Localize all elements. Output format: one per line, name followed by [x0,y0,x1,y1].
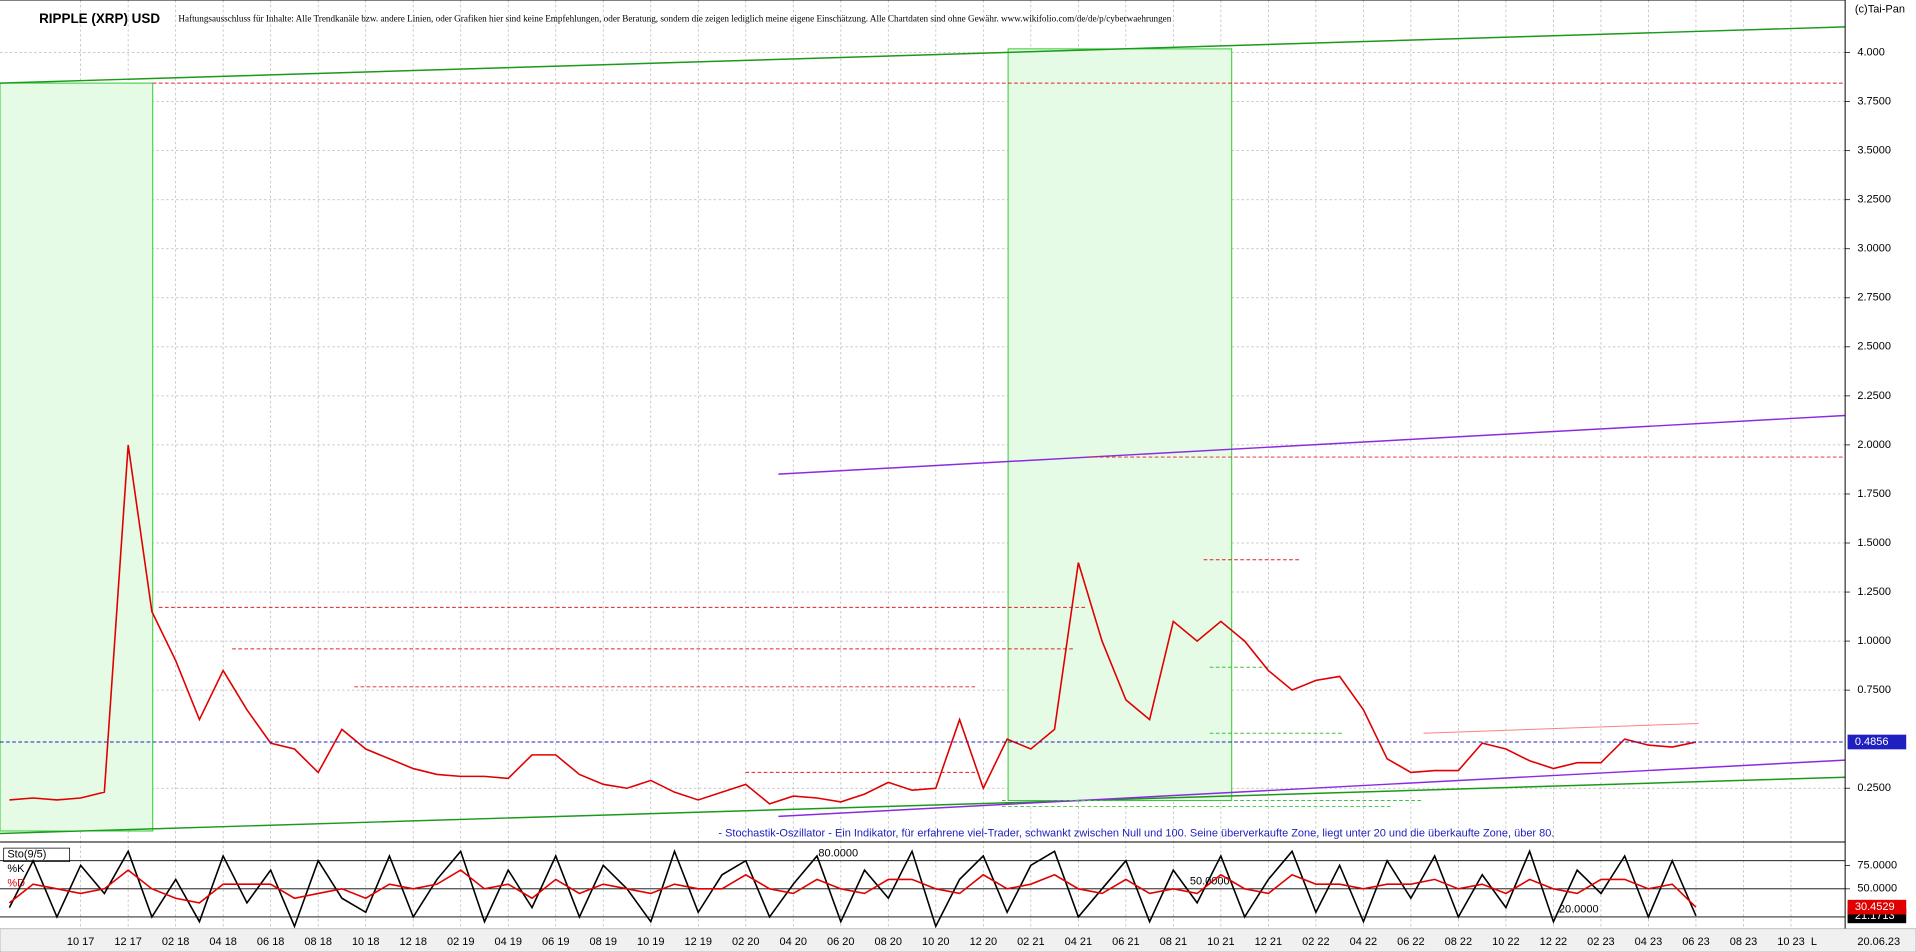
end-date: 20.06.23 [1857,936,1900,948]
x-tick-label: 04 19 [494,936,521,948]
copyright: (c)Tai-Pan [1855,4,1905,16]
y-tick-label: 0.7500 [1857,684,1891,696]
current-value-box [1847,899,1907,915]
x-tick-label: 08 22 [1445,936,1472,948]
x-tick-label: 06 23 [1682,936,1709,948]
legend-label: %K [7,863,25,875]
level-label: 50.0000 [1190,875,1230,887]
x-tick-label: 04 21 [1065,936,1092,948]
x-tick-label: 10 22 [1492,936,1519,948]
x-axis-strip [0,928,1916,952]
y-tick-label: 2.0000 [1857,439,1891,451]
trend-line [1423,722,1699,734]
x-tick-label: 02 22 [1302,936,1329,948]
y-tick-label: 2.2500 [1857,390,1891,402]
y-tick-label: 2.7500 [1857,292,1891,304]
trend-line [0,26,1846,84]
x-tick-label: 10 19 [637,936,664,948]
series-line [9,444,1697,805]
level-lines [152,82,1846,773]
trend-line [778,414,1846,475]
y-tick-label: 1.2500 [1857,586,1891,598]
y-tick-label: 1.5000 [1857,537,1891,549]
zone [1007,48,1233,801]
x-tick-label: 12 21 [1255,936,1282,948]
x-tick-label: 10 17 [67,936,94,948]
y-tick-label: 3.5000 [1857,145,1891,157]
x-tick-label: 12 17 [114,936,141,948]
x-tick-label: 08 18 [304,936,331,948]
x-tick-label: 10 20 [922,936,949,948]
end-marker: L [1811,936,1817,948]
x-tick-label: 06 20 [827,936,854,948]
support-lines [1001,666,1424,808]
x-tick-label: 10 23 [1777,936,1804,948]
disclaimer: Haftungsausschluss für Inhalte: Alle Tre… [178,14,1171,24]
x-tick-label: 10 18 [352,936,379,948]
y-tick-label: 3.2500 [1857,194,1891,206]
x-tick-label: 06 19 [542,936,569,948]
indicator-box [3,847,71,862]
current-value-label: 0.4856 [1855,736,1889,748]
x-tick-label: 08 21 [1160,936,1187,948]
x-tick-label: 04 23 [1635,936,1662,948]
x-tick-label: 02 20 [732,936,759,948]
x-tick-label: 02 21 [1017,936,1044,948]
x-tick-label: 12 22 [1540,936,1567,948]
y-tick-label: 50.0000 [1857,883,1897,895]
legend-label: %D [7,877,25,889]
y-tick-label: 0.2500 [1857,782,1891,794]
x-tick-label: 08 20 [875,936,902,948]
x-tick-label: 12 20 [970,936,997,948]
x-tick-label: 04 18 [209,936,236,948]
series-line [8,869,1697,908]
x-tick-label: 02 19 [447,936,474,948]
x-tick-label: 04 22 [1350,936,1377,948]
x-tick-label: 04 20 [780,936,807,948]
trend-line [778,759,1846,818]
chart-title: RIPPLE (XRP) USD [39,11,160,26]
x-tick-label: 10 21 [1207,936,1234,948]
x-tick-label: 06 21 [1112,936,1139,948]
indicator-title: Sto(9/5) [7,849,46,861]
y-tick-label: 2.5000 [1857,341,1891,353]
y-tick-label: 3.7500 [1857,96,1891,108]
x-tick-label: 12 19 [685,936,712,948]
current-value-box [1847,734,1907,750]
x-tick-label: 06 18 [257,936,284,948]
y-tick-label: 75.0000 [1857,859,1897,871]
y-tick-label: 3.0000 [1857,243,1891,255]
x-tick-label: 02 23 [1587,936,1614,948]
trend-line [0,776,1846,835]
level-label: 80.0000 [818,847,858,859]
x-tick-label: 08 19 [589,936,616,948]
y-tick-label: 4.000 [1857,46,1884,58]
x-tick-label: 02 18 [162,936,189,948]
x-tick-label: 12 18 [399,936,426,948]
x-tick-label: 06 22 [1397,936,1424,948]
annotation: - Stochastik-Oszillator - Ein Indikator,… [718,827,1554,839]
y-tick-label: 1.0000 [1857,635,1891,647]
y-tick-label: 1.7500 [1857,488,1891,500]
current-value-label: 30.4529 [1855,901,1895,913]
series-line [8,848,1697,929]
level-label: 20.0000 [1559,904,1599,916]
x-tick-label: 08 23 [1730,936,1757,948]
